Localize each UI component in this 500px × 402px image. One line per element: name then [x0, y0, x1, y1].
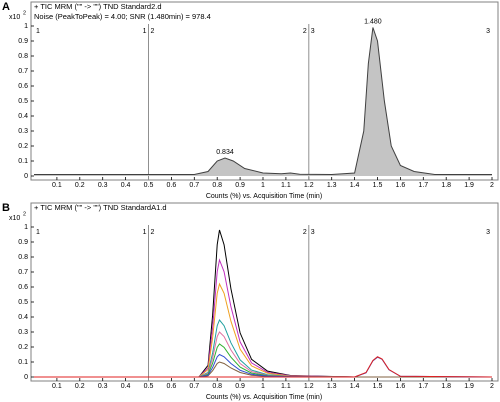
- x-tick-label: 1.8: [441, 182, 451, 189]
- x-tick-label: 0.7: [189, 383, 199, 390]
- trace-line: [34, 361, 492, 378]
- y-tick-label: 0.5: [18, 98, 28, 105]
- x-tick-label: 2: [490, 383, 494, 390]
- peak-label: 0.834: [216, 149, 234, 156]
- segment-label: 3: [311, 28, 315, 35]
- header-title: + TIC MRM ("" -> "") TND StandardA1.d: [34, 203, 167, 212]
- x-tick-label: 0.9: [235, 383, 245, 390]
- plot-frame: [30, 1, 499, 181]
- x-tick-label: 1: [261, 383, 265, 390]
- y-tick-label: 0.2: [18, 143, 28, 150]
- y-tick-label: 0.8: [18, 53, 28, 60]
- y-tick-label: 0.7: [18, 269, 28, 276]
- y-tick-label: 0.6: [18, 83, 28, 90]
- x-tick-label: 1.2: [304, 383, 314, 390]
- y-tick-label: 0.3: [18, 329, 28, 336]
- y-tick-label: 0.4: [18, 314, 28, 321]
- segment-label: 1: [36, 28, 40, 35]
- x-tick-label: 1.6: [396, 383, 406, 390]
- segment-label: 3: [311, 229, 315, 236]
- y-tick-label: 0.8: [18, 254, 28, 261]
- x-tick-label: 1.3: [327, 383, 337, 390]
- x-tick-label: 0.2: [75, 383, 85, 390]
- x-tick-label: 1.6: [396, 182, 406, 189]
- segment-label: 3: [486, 229, 490, 236]
- panel-label: A: [2, 1, 10, 13]
- x-tick-label: 0.6: [167, 383, 177, 390]
- x-tick-label: 0.5: [144, 182, 154, 189]
- y-tick-label: 0.1: [18, 359, 28, 366]
- plot-frame: [30, 202, 499, 382]
- x-tick-label: 1.9: [464, 182, 474, 189]
- segment-label: 1: [143, 28, 147, 35]
- y-tick-label: 0.3: [18, 128, 28, 135]
- x-tick-label: 0.9: [235, 182, 245, 189]
- y-tick-label: 0: [24, 173, 28, 180]
- segment-label: 2: [151, 28, 155, 35]
- y-scale-exponent: 2: [23, 10, 26, 16]
- header-title: + TIC MRM ("" -> "") TND Standard2.d: [34, 2, 162, 11]
- x-tick-label: 0.8: [212, 182, 222, 189]
- x-tick-label: 1.1: [281, 182, 291, 189]
- x-tick-label: 2: [490, 182, 494, 189]
- segment-label: 2: [303, 229, 307, 236]
- trace-line: [34, 27, 492, 176]
- x-axis-label: Counts (%) vs. Acquisition Time (min): [206, 394, 322, 401]
- x-tick-label: 0.2: [75, 182, 85, 189]
- header-subtitle: Noise (PeakToPeak) = 4.00; SNR (1.480min…: [34, 12, 211, 21]
- y-tick-label: 0.9: [18, 38, 28, 45]
- segment-label: 3: [486, 28, 490, 35]
- x-axis-label: Counts (%) vs. Acquisition Time (min): [206, 193, 322, 200]
- trace-line: [34, 356, 493, 378]
- segment-label: 2: [151, 229, 155, 236]
- panel-label: B: [2, 202, 10, 214]
- segment-label: 2: [303, 28, 307, 35]
- segment-label: 1: [36, 229, 40, 236]
- x-tick-label: 1.7: [418, 383, 428, 390]
- y-tick-label: 0.7: [18, 68, 28, 75]
- x-tick-label: 1.9: [464, 383, 474, 390]
- x-tick-label: 0.1: [52, 182, 62, 189]
- x-tick-label: 0.6: [167, 182, 177, 189]
- segment-label: 1: [143, 229, 147, 236]
- y-tick-label: 0.1: [18, 158, 28, 165]
- y-scale-label: x10: [9, 215, 20, 222]
- x-tick-label: 0.4: [121, 182, 131, 189]
- y-tick-label: 0.5: [18, 299, 28, 306]
- y-tick-label: 0.9: [18, 239, 28, 246]
- y-tick-label: 0.6: [18, 284, 28, 291]
- y-tick-label: 0.4: [18, 113, 28, 120]
- x-tick-label: 0.5: [144, 383, 154, 390]
- y-tick-label: 0.2: [18, 344, 28, 351]
- x-tick-label: 1: [261, 182, 265, 189]
- peak-area: [34, 27, 492, 176]
- x-tick-label: 1.3: [327, 182, 337, 189]
- x-tick-label: 1.5: [373, 383, 383, 390]
- peak-label: 1.480: [364, 18, 382, 25]
- x-tick-label: 1.1: [281, 383, 291, 390]
- y-tick-label: 0: [24, 374, 28, 381]
- y-tick-label: 1: [24, 224, 28, 231]
- x-tick-label: 1.4: [350, 383, 360, 390]
- x-tick-label: 1.4: [350, 182, 360, 189]
- x-tick-label: 0.4: [121, 383, 131, 390]
- x-tick-label: 0.7: [189, 182, 199, 189]
- x-tick-label: 0.3: [98, 383, 108, 390]
- y-scale-label: x10: [9, 14, 20, 21]
- x-tick-label: 0.3: [98, 182, 108, 189]
- y-tick-label: 1: [24, 23, 28, 30]
- x-tick-label: 1.2: [304, 182, 314, 189]
- x-tick-label: 0.1: [52, 383, 62, 390]
- x-tick-label: 1.5: [373, 182, 383, 189]
- y-scale-exponent: 2: [23, 211, 26, 217]
- x-tick-label: 1.7: [418, 182, 428, 189]
- x-tick-label: 0.8: [212, 383, 222, 390]
- x-tick-label: 1.8: [441, 383, 451, 390]
